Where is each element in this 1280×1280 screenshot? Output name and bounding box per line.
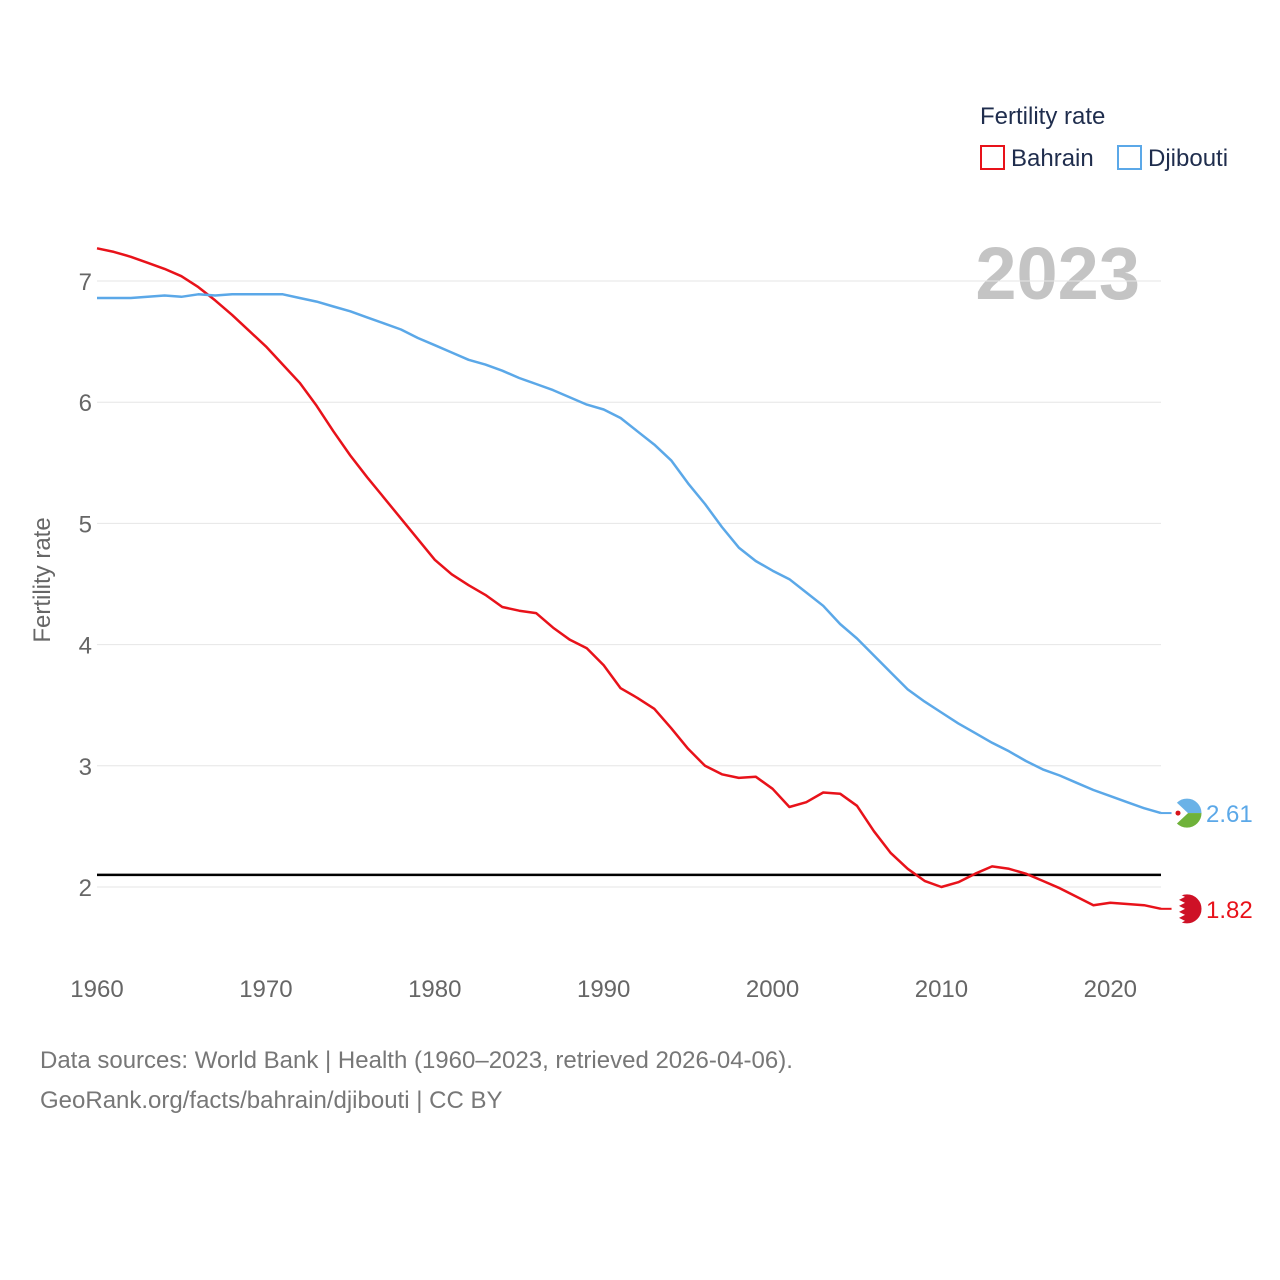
x-tick-labels: 1960 1970 1980 1990 2000 2010 2020 (70, 976, 1137, 1003)
y-tick-label: 5 (79, 511, 92, 538)
legend-item-djibouti[interactable]: Djibouti (1117, 145, 1228, 172)
x-tick-label: 1980 (408, 976, 461, 1003)
y-axis-label: Fertility rate (29, 517, 56, 642)
y-tick-label: 7 (79, 269, 92, 296)
y-tick-label: 2 (79, 875, 92, 902)
djibouti-flag-icon (1171, 797, 1203, 829)
x-tick-label: 2000 (746, 976, 799, 1003)
x-tick-label: 2020 (1084, 976, 1137, 1003)
gridlines (97, 280, 1161, 888)
x-tick-label: 1970 (239, 976, 292, 1003)
legend-label-bahrain: Bahrain (1011, 145, 1094, 172)
bahrain-flag-icon (1171, 893, 1203, 925)
series-end-markers: 1.82 2.61 (1161, 797, 1253, 925)
legend-swatch-djibouti (1117, 145, 1142, 170)
x-tick-label: 1990 (577, 976, 630, 1003)
end-value-bahrain: 1.82 (1206, 897, 1253, 924)
y-tick-label: 6 (79, 390, 92, 417)
y-tick-label: 3 (79, 754, 92, 781)
x-tick-label: 2010 (915, 976, 968, 1003)
legend-title: Fertility rate (980, 103, 1105, 130)
legend-label-djibouti: Djibouti (1148, 145, 1228, 172)
legend-item-bahrain[interactable]: Bahrain (980, 145, 1094, 172)
end-value-djibouti: 2.61 (1206, 801, 1253, 828)
legend-swatch-bahrain (980, 145, 1005, 170)
series-line-bahrain[interactable] (96, 247, 1162, 911)
y-tick-labels: 2 3 4 5 6 7 (79, 269, 92, 902)
x-tick-label: 1960 (70, 976, 123, 1003)
source-url[interactable]: GeoRank.org/facts/bahrain/djibouti | CC … (40, 1087, 502, 1114)
y-tick-label: 4 (79, 633, 92, 660)
year-label: 2023 (975, 232, 1140, 315)
series-line-djibouti[interactable] (97, 293, 1162, 815)
source-line: Data sources: World Bank | Health (1960–… (40, 1047, 793, 1074)
series-lines (96, 247, 1162, 911)
